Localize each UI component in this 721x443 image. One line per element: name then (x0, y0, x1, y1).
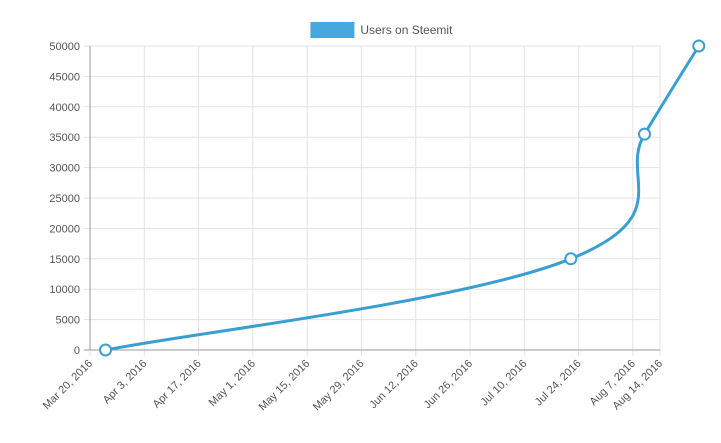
x-tick-label: May 15, 2016 (257, 358, 313, 414)
x-tick-label: Mar 20, 2016 (41, 358, 95, 412)
data-point (99, 343, 113, 357)
y-tick-label: 10000 (49, 284, 80, 296)
y-tick-label: 30000 (49, 163, 80, 175)
x-tick-label: Jul 10, 2016 (479, 358, 530, 409)
y-tick-label: 50000 (49, 41, 80, 53)
y-tick-label: 25000 (49, 193, 80, 205)
x-tick-label: May 29, 2016 (311, 358, 367, 414)
series-line (104, 44, 701, 352)
legend-label: Users on Steemit (360, 23, 453, 37)
x-tick-label: May 1, 2016 (207, 358, 258, 409)
data-point (637, 127, 651, 141)
y-tick-label: 5000 (56, 315, 80, 327)
x-tick-label: Apr 17, 2016 (151, 358, 204, 411)
y-tick-label: 0 (74, 345, 80, 357)
x-tick-label: Jun 12, 2016 (367, 358, 420, 411)
y-tick-label: 35000 (49, 132, 80, 144)
data-point (692, 39, 706, 53)
x-tick-label: Jul 24, 2016 (533, 358, 584, 409)
legend-swatch (310, 22, 355, 38)
y-tick-label: 45000 (49, 71, 80, 83)
y-tick-label: 15000 (49, 254, 80, 266)
y-tick-label: 40000 (49, 102, 80, 114)
data-point (564, 252, 578, 266)
x-tick-label: Apr 3, 2016 (101, 358, 150, 407)
y-tick-label: 20000 (49, 223, 80, 235)
x-tick-label: Jun 26, 2016 (422, 358, 475, 411)
